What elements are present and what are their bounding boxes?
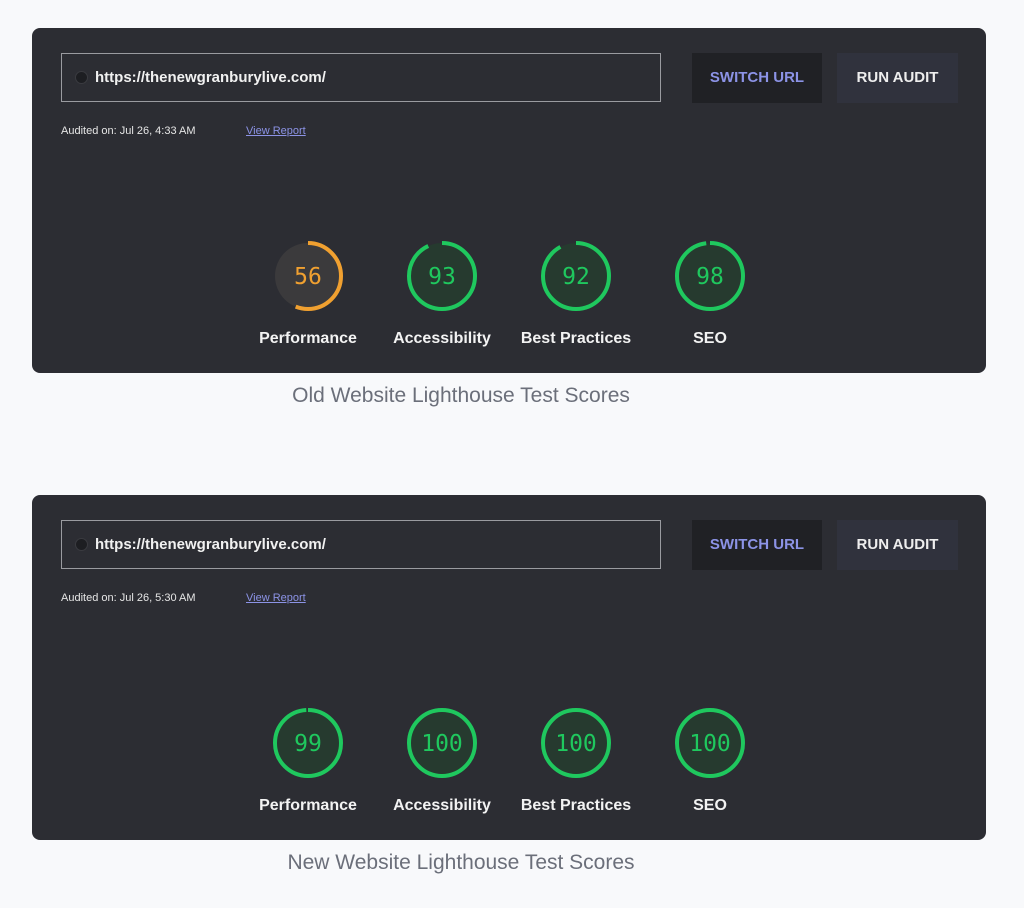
score-arc: [541, 241, 611, 311]
score-ring: 100: [541, 708, 611, 778]
score-value: 56: [294, 264, 322, 290]
score-label: Performance: [259, 330, 357, 347]
score-ring: 100: [675, 708, 745, 778]
audited-timestamp: Audited on: Jul 26, 5:30 AM: [61, 592, 196, 604]
score-value: 92: [562, 264, 590, 290]
score-arc: [675, 708, 745, 778]
lighthouse-panel: https://thenewgranburylive.com/ SWITCH U…: [32, 495, 986, 840]
score-ring: 98: [675, 241, 745, 311]
caption: New Website Lighthouse Test Scores: [287, 851, 635, 874]
score-value: 99: [294, 731, 322, 757]
score-label: Best Practices: [520, 330, 632, 347]
score-label: Performance: [259, 797, 357, 814]
caption: Old Website Lighthouse Test Scores: [292, 384, 630, 407]
score-ring-bg: [677, 243, 743, 309]
score-ring-bg: [677, 710, 743, 776]
score-label: SEO: [693, 797, 727, 814]
score-label: Best Practices: [520, 797, 632, 814]
score-gauge: 99 Performance: [248, 706, 368, 815]
globe-icon: [75, 538, 88, 551]
url-input[interactable]: https://thenewgranburylive.com/: [61, 520, 661, 569]
score-value: 100: [555, 731, 597, 757]
score-ring-bg: [409, 243, 475, 309]
score-ring: 99: [273, 708, 343, 778]
score-gauge: 100 SEO: [650, 706, 770, 815]
score-arc: [273, 241, 343, 311]
score-ring: 100: [407, 708, 477, 778]
score-ring: 93: [407, 241, 477, 311]
score-gauge: 100 Accessibility: [382, 706, 502, 815]
score-label: SEO: [693, 330, 727, 347]
score-label: Accessibility: [393, 330, 491, 347]
score-value: 100: [421, 731, 463, 757]
switch-url-button[interactable]: SWITCH URL: [692, 53, 822, 103]
score-arc: [675, 241, 745, 311]
score-value: 93: [428, 264, 456, 290]
score-arc: [407, 708, 477, 778]
score-ring: 56: [273, 241, 343, 311]
score-arc: [407, 241, 477, 311]
score-gauge: 100 Best Practices: [516, 706, 636, 815]
score-arc: [541, 708, 611, 778]
score-gauge: 98 SEO: [650, 239, 770, 348]
score-ring-bg: [275, 710, 341, 776]
lighthouse-panel: https://thenewgranburylive.com/ SWITCH U…: [32, 28, 986, 373]
score-arc: [273, 708, 343, 778]
url-text: https://thenewgranburylive.com/: [95, 536, 326, 553]
view-report-link[interactable]: View Report: [246, 125, 306, 137]
score-label: Accessibility: [393, 797, 491, 814]
view-report-link[interactable]: View Report: [246, 592, 306, 604]
url-text: https://thenewgranburylive.com/: [95, 69, 326, 86]
globe-icon: [75, 71, 88, 84]
audited-timestamp: Audited on: Jul 26, 4:33 AM: [61, 125, 196, 137]
score-gauge: 92 Best Practices: [516, 239, 636, 348]
score-gauge: 93 Accessibility: [382, 239, 502, 348]
score-ring: 92: [541, 241, 611, 311]
score-ring-bg: [543, 710, 609, 776]
url-input[interactable]: https://thenewgranburylive.com/: [61, 53, 661, 102]
run-audit-button[interactable]: RUN AUDIT: [837, 53, 958, 103]
score-value: 98: [696, 264, 724, 290]
score-value: 100: [689, 731, 731, 757]
score-ring-bg: [543, 243, 609, 309]
score-ring-bg: [275, 243, 341, 309]
score-gauge: 56 Performance: [248, 239, 368, 348]
run-audit-button[interactable]: RUN AUDIT: [837, 520, 958, 570]
switch-url-button[interactable]: SWITCH URL: [692, 520, 822, 570]
score-ring-bg: [409, 710, 475, 776]
